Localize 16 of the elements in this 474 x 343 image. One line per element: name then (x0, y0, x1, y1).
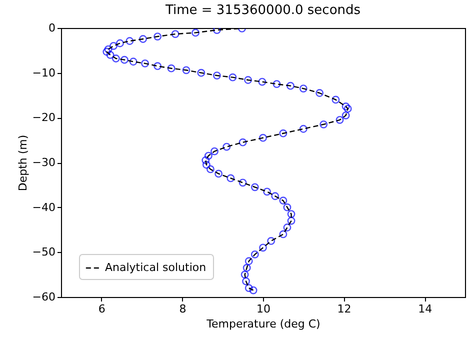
y-tick-label: 0 (48, 22, 56, 34)
y-axis-title: Depth (m) (16, 134, 30, 192)
y-tick-label: −20 (32, 111, 56, 124)
legend-label: Analytical solution (105, 261, 206, 274)
x-tick-label: 8 (179, 302, 186, 316)
x-tick-label: 6 (98, 302, 106, 316)
x-axis-title: Temperature (deg C) (206, 318, 320, 330)
x-tick-label: 10 (256, 302, 270, 316)
y-tick-label: −40 (32, 200, 56, 214)
y-tick-label: −10 (32, 66, 56, 80)
chart-title: Time = 315360000.0 seconds (164, 3, 361, 18)
x-tick-label: 12 (337, 302, 352, 316)
y-tick-label: −50 (32, 246, 56, 259)
y-tick-label: −60 (32, 290, 56, 304)
x-tick-label: 14 (418, 302, 432, 316)
y-tick-label: −30 (32, 156, 56, 169)
